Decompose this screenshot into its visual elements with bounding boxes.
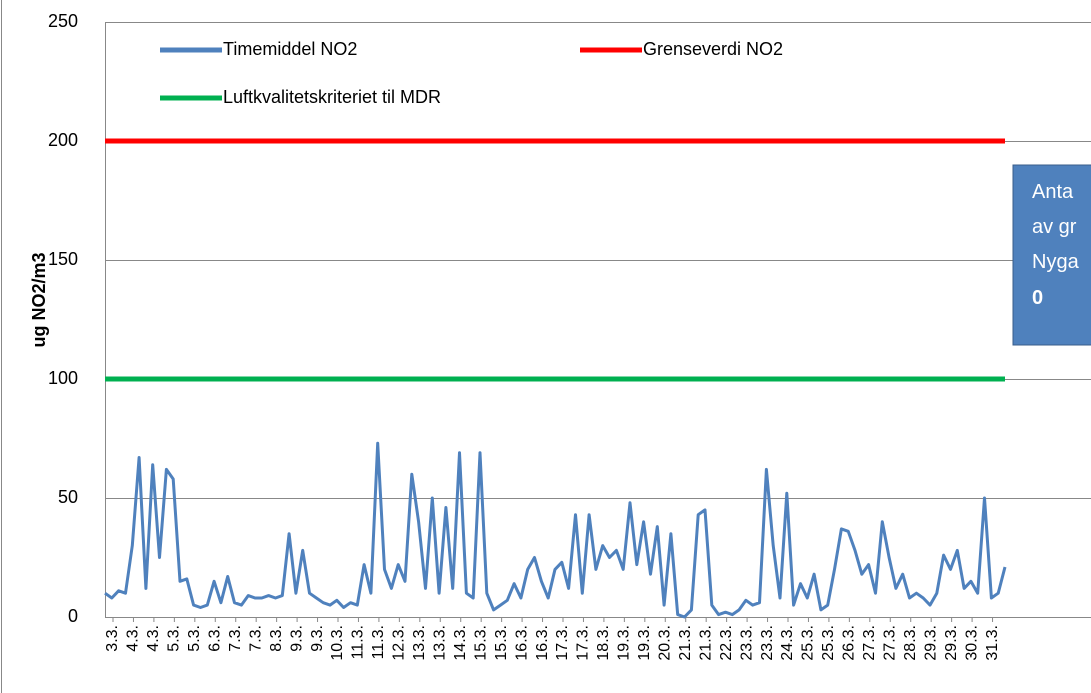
x-tick-label: 25.3. (800, 625, 817, 661)
x-tick-label: 11.3. (350, 625, 367, 659)
legend-label: Grenseverdi NO2 (643, 39, 783, 59)
x-tick-label: 4.3. (145, 625, 162, 652)
x-tick-label: 10.3. (329, 625, 346, 661)
y-tick-label: 250 (48, 11, 78, 31)
x-tick-label: 11.3. (370, 625, 387, 659)
x-tick-label: 25.3. (820, 625, 837, 661)
x-tick-label: 20.3. (656, 625, 673, 661)
legend-label: Timemiddel NO2 (223, 39, 357, 59)
x-tick-label: 26.3. (841, 625, 858, 661)
y-tick-label: 150 (48, 249, 78, 269)
y-tick-label: 50 (58, 487, 78, 507)
x-tick-label: 13.3. (431, 625, 448, 661)
x-tick-label: 16.3. (513, 625, 530, 661)
x-tick-label: 17.3. (575, 625, 592, 661)
x-tick-label: 8.3. (268, 625, 285, 652)
x-tick-label: 27.3. (881, 625, 898, 661)
x-tick-label: 23.3. (738, 625, 755, 661)
x-tick-label: 21.3. (677, 625, 694, 661)
x-tick-label: 5.3. (186, 625, 203, 652)
x-tick-label: 4.3. (125, 625, 142, 652)
annotation-line: Anta (1032, 181, 1074, 203)
x-tick-label: 27.3. (861, 625, 878, 661)
x-tick-label: 13.3. (411, 625, 428, 661)
annotation-rect (1012, 164, 1091, 346)
x-tick-label: 31.3. (984, 625, 1001, 661)
x-tick-label: 9.3. (309, 625, 326, 652)
x-tick-label: 28.3. (902, 625, 919, 661)
x-tick-label: 6.3. (206, 625, 223, 652)
x-tick-label: 7.3. (247, 625, 264, 652)
x-tick-label: 15.3. (493, 625, 510, 661)
x-tick-label: 17.3. (554, 625, 571, 661)
x-tick-label: 3.3. (104, 625, 121, 652)
x-tick-label: 5.3. (166, 625, 183, 652)
series-line (104, 441, 1007, 619)
x-tick-label: 9.3. (288, 625, 305, 652)
x-tick-label: 12.3. (391, 625, 408, 661)
x-tick-label: 29.3. (943, 625, 960, 661)
x-tick-label: 21.3. (697, 625, 714, 661)
x-tick-label: 22.3. (718, 625, 735, 661)
y-tick-label: 100 (48, 368, 78, 388)
x-tick-label: 30.3. (963, 625, 980, 661)
x-tick-label: 19.3. (636, 625, 653, 661)
x-tick-label: 14.3. (452, 625, 469, 661)
x-tick-label: 19.3. (616, 625, 633, 661)
x-tick-label: 16.3. (534, 625, 551, 661)
y-tick-label: 200 (48, 130, 78, 150)
x-tick-label: 7.3. (227, 625, 244, 652)
x-tick-label: 23.3. (759, 625, 776, 661)
annotation-line: Nyga (1032, 251, 1080, 273)
y-tick-label: 0 (68, 606, 78, 626)
annotation-line: 0 (1032, 287, 1043, 309)
annotation-line: av gr (1032, 216, 1077, 238)
annotation-box: Anta av gr Nyga 0 (1012, 164, 1091, 346)
x-tick-label: 24.3. (779, 625, 796, 661)
x-tick-label: 29.3. (922, 625, 939, 661)
y-axis-label: ug NO2/m3 (29, 252, 49, 347)
x-tick-label: 18.3. (595, 625, 612, 661)
legend-label: Luftkvalitetskriteriet til MDR (223, 87, 441, 107)
x-tick-label: 15.3. (472, 625, 489, 661)
